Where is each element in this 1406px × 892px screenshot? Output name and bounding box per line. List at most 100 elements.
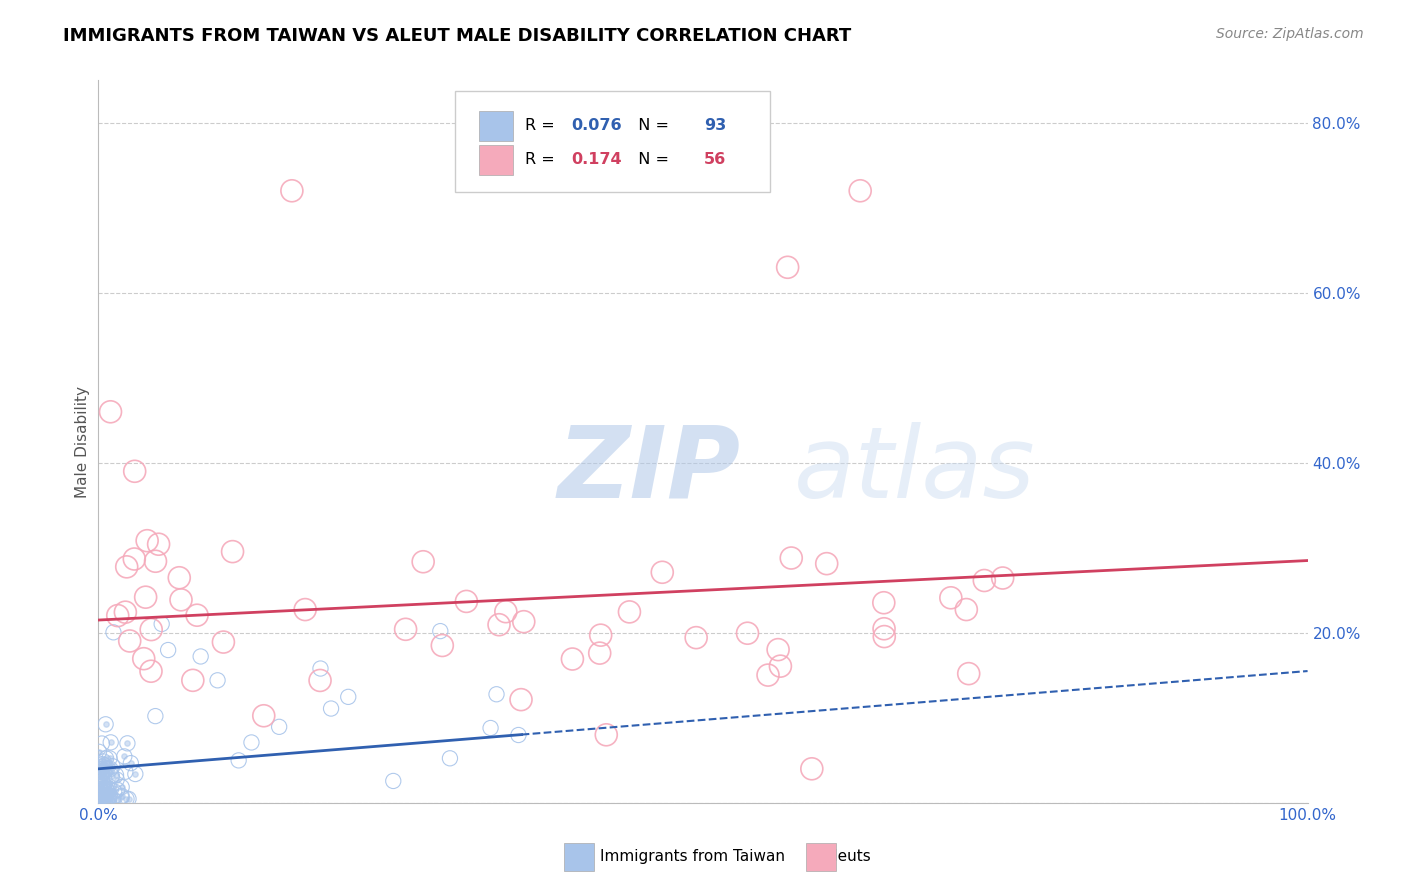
Point (115, 559, 138, 574)
Point (94, 786, 117, 800)
Point (94, 788, 117, 802)
Point (117, 792, 139, 806)
Point (93, 755, 115, 769)
Point (96, 794, 118, 808)
Point (756, 668, 779, 682)
Point (87, 772, 110, 786)
Text: N =: N = (628, 119, 673, 133)
Point (93, 793, 115, 807)
Point (412, 555, 434, 569)
Point (100, 793, 122, 807)
Point (91, 783, 114, 797)
Point (87, 745, 110, 759)
Point (94, 781, 117, 796)
Point (90, 784, 112, 798)
FancyBboxPatch shape (479, 145, 513, 175)
Point (90, 769, 112, 783)
Point (100, 782, 122, 797)
Point (337, 690, 360, 704)
Point (110, 790, 132, 805)
Point (93, 758, 115, 772)
Point (97, 779, 120, 793)
Point (181, 673, 204, 688)
Point (89, 780, 111, 794)
Point (98, 792, 121, 806)
Point (101, 793, 124, 807)
Point (145, 709, 167, 723)
Point (96, 794, 118, 808)
Point (439, 751, 461, 765)
Point (90, 782, 112, 797)
Point (135, 590, 157, 604)
Point (91, 783, 114, 797)
Point (114, 605, 136, 619)
Point (513, 615, 536, 629)
Point (100, 762, 122, 776)
Point (94, 792, 117, 806)
Point (94, 717, 117, 731)
Point (100, 782, 122, 797)
Text: 0.076: 0.076 (571, 119, 621, 133)
Point (89, 787, 111, 801)
Point (93, 793, 115, 807)
Point (90, 794, 112, 808)
Point (93, 772, 115, 787)
Point (91, 776, 114, 790)
Point (111, 789, 134, 803)
Point (97, 779, 120, 793)
Text: R =: R = (526, 153, 565, 168)
Point (150, 617, 173, 632)
Point (94, 792, 117, 806)
Point (105, 772, 128, 787)
Point (91, 791, 114, 805)
Point (456, 594, 478, 608)
Point (111, 780, 134, 794)
Point (89, 782, 111, 797)
Point (93, 782, 115, 797)
Point (101, 793, 124, 807)
Point (124, 552, 146, 566)
Point (91, 757, 114, 772)
Point (136, 533, 159, 548)
Point (873, 596, 896, 610)
Point (90, 788, 112, 802)
Point (98, 792, 121, 806)
Point (90, 737, 112, 751)
Point (93, 784, 115, 798)
FancyBboxPatch shape (479, 111, 513, 141)
Point (97, 781, 120, 796)
Point (495, 605, 517, 619)
Point (100, 735, 122, 749)
Point (93, 755, 115, 769)
Point (94, 751, 117, 765)
Point (382, 774, 405, 789)
Point (769, 659, 792, 673)
Point (101, 759, 124, 773)
Text: 0.174: 0.174 (571, 153, 621, 168)
Point (96, 762, 118, 776)
Point (105, 782, 128, 797)
Point (145, 554, 167, 568)
Point (955, 602, 977, 616)
Point (589, 628, 612, 642)
Point (89, 787, 111, 801)
Point (973, 574, 995, 588)
Point (228, 753, 250, 767)
Point (269, 720, 291, 734)
Point (281, 184, 304, 198)
Point (651, 566, 673, 580)
Point (561, 652, 583, 666)
Point (93, 764, 115, 778)
Point (508, 728, 530, 742)
Point (212, 635, 235, 649)
Point (117, 792, 139, 806)
Point (118, 634, 141, 648)
Point (589, 646, 612, 660)
Point (100, 762, 122, 776)
Point (98, 789, 121, 803)
Point (89, 756, 111, 771)
Point (253, 708, 276, 723)
Point (90, 794, 112, 808)
Point (90, 762, 112, 776)
Point (91, 776, 114, 790)
